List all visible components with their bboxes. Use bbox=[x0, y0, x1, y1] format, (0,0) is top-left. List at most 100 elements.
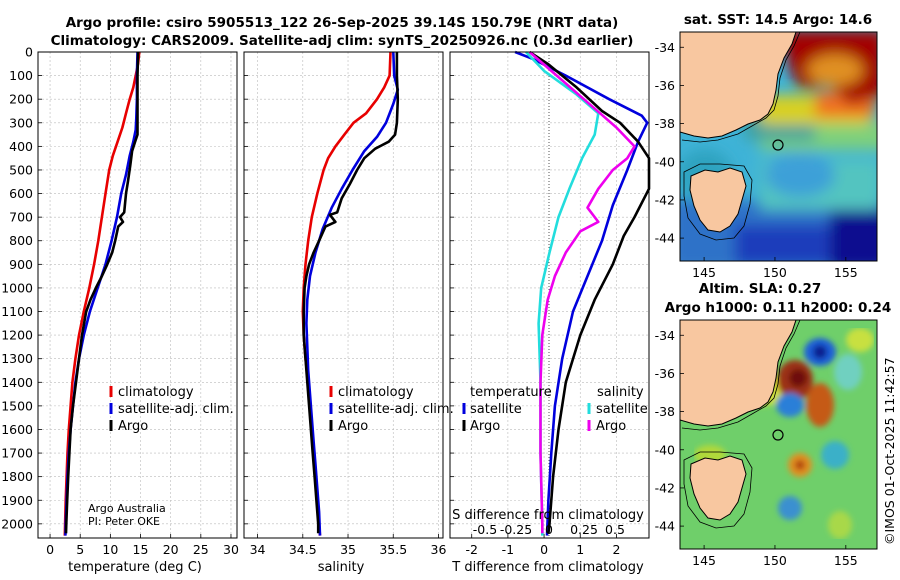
salinity-axes-box bbox=[243, 51, 444, 539]
legend-argo-label: Argo bbox=[118, 419, 148, 434]
sla-field bbox=[680, 320, 877, 549]
legend-temperature-title: temperature bbox=[470, 385, 552, 400]
difference-axes-box bbox=[449, 51, 650, 539]
legend-climatology-label: climatology bbox=[338, 385, 414, 400]
x-tick-label: 35 bbox=[340, 542, 356, 557]
series-satellite-adj-clim- bbox=[305, 51, 400, 536]
salinity-panel: 34 34.5 35 35.5 36 salinity climatology sate… bbox=[243, 51, 454, 575]
lat-tick-label: -42 bbox=[655, 192, 675, 207]
sla-map-box bbox=[679, 319, 878, 550]
sdiff-tick: -0.25 bbox=[500, 522, 532, 537]
salinity-tick-labels: 34 34.5 35 35.5 36 bbox=[250, 542, 447, 557]
depth-tick-label: 1300 bbox=[1, 351, 33, 366]
depth-tick-label: 400 bbox=[9, 139, 33, 154]
lat-tick-label: -36 bbox=[655, 78, 675, 93]
salinity-xlabel: salinity bbox=[318, 560, 365, 575]
depth-tick-label: 1100 bbox=[1, 304, 33, 319]
x-tick-label: 15 bbox=[133, 542, 149, 557]
lat-tick-label: -38 bbox=[655, 116, 675, 131]
depth-tick-label: 1800 bbox=[1, 469, 33, 484]
temperature-legend: climatology satellite-adj. clim. Argo bbox=[109, 385, 234, 434]
sla-map-title-line1: Altim. SLA: 0.27 bbox=[699, 281, 821, 297]
depth-tick-label: 1700 bbox=[1, 446, 33, 461]
sdiff-tick: 0.5 bbox=[605, 522, 625, 537]
depth-tick-label: 1200 bbox=[1, 328, 33, 343]
x-tick-label: 34 bbox=[250, 542, 266, 557]
tdiff-tick-labels: -2 -1 0 1 2 bbox=[465, 542, 620, 557]
sdiff-tick: 0 bbox=[545, 522, 553, 537]
depth-tick-label: 0 bbox=[25, 45, 33, 60]
sst-map-title: sat. SST: 14.5 Argo: 14.6 bbox=[684, 12, 872, 28]
difference-legend: temperature satellite Argo salinity sate… bbox=[462, 385, 648, 434]
credit-line2: PI: Peter OKE bbox=[88, 515, 160, 528]
series-s-argo bbox=[528, 51, 636, 534]
x-tick-label: 2 bbox=[612, 542, 620, 557]
legend-s-argo-label: Argo bbox=[596, 419, 626, 434]
temperature-panel: 0100200300400500600700800900100011001200… bbox=[1, 45, 239, 576]
sst-field bbox=[680, 32, 877, 261]
difference-panel: -2 -1 0 1 2 T difference from climatology S … bbox=[449, 50, 651, 575]
sdiff-tick: 0.25 bbox=[570, 522, 598, 537]
credit-line1: Argo Australia bbox=[88, 502, 166, 515]
lat-tick-label: -38 bbox=[655, 404, 675, 419]
depth-tick-label: 2000 bbox=[1, 516, 33, 531]
x-tick-label: 34.5 bbox=[289, 542, 317, 557]
temperature-tick-labels: 0 5 10 15 20 25 30 bbox=[46, 542, 239, 557]
x-tick-label: 5 bbox=[76, 542, 84, 557]
depth-tick-label: 200 bbox=[9, 92, 33, 107]
difference-grid bbox=[450, 51, 649, 538]
depth-tick-label: 700 bbox=[9, 210, 33, 225]
lon-tick-label: 155 bbox=[834, 553, 858, 568]
salinity-grid bbox=[244, 51, 443, 538]
x-tick-label: -1 bbox=[502, 542, 514, 557]
salinity-series bbox=[301, 51, 400, 536]
legend-climatology-label: climatology bbox=[118, 385, 194, 400]
x-tick-label: 25 bbox=[193, 542, 209, 557]
sst-map: sat. SST: 14.5 Argo: 14.6 bbox=[655, 12, 878, 280]
depth-tick-label: 800 bbox=[9, 233, 33, 248]
depth-tick-label: 100 bbox=[9, 68, 33, 83]
series-argo bbox=[302, 52, 400, 534]
temperature-series bbox=[63, 51, 141, 536]
lat-tick-label: -34 bbox=[655, 328, 675, 343]
x-tick-label: -2 bbox=[465, 542, 477, 557]
legend-salinity-title: salinity bbox=[597, 385, 644, 400]
depth-tick-labels: 0 100 200 300 400 500 600 700 800 900 1000 1100 1200… bbox=[1, 45, 33, 532]
sdiff-xlabel: S difference from climatology bbox=[452, 508, 644, 523]
figure-title-line2: Climatology: CARS2009. Satellite-adj cli… bbox=[51, 33, 634, 49]
tdiff-xlabel: T difference from climatology bbox=[451, 560, 644, 575]
sla-map-title-line2: Argo h1000: 0.11 h2000: 0.24 bbox=[665, 300, 892, 316]
series-climatology bbox=[63, 51, 141, 536]
lat-tick-label: -42 bbox=[655, 480, 675, 495]
lat-tick-label: -34 bbox=[655, 40, 675, 55]
lat-tick-label: -40 bbox=[655, 442, 675, 457]
x-tick-label: 30 bbox=[223, 542, 239, 557]
lon-tick-label: 150 bbox=[763, 265, 787, 280]
depth-tick-label: 900 bbox=[9, 257, 33, 272]
copyright-timestamp: ©IMOS 01-Oct-2025 11:42:57 bbox=[882, 357, 897, 545]
depth-tick-label: 1500 bbox=[1, 398, 33, 413]
lat-tick-label: -40 bbox=[655, 154, 675, 169]
legend-t-argo-label: Argo bbox=[470, 419, 500, 434]
x-tick-label: 1 bbox=[576, 542, 584, 557]
sla-map-ticks: 145 150 155 -34 -36 -38 -40 -42 -44 bbox=[655, 328, 858, 568]
series-satellite-adj-clim- bbox=[64, 51, 139, 536]
legend-s-satellite-label: satellite bbox=[596, 402, 648, 417]
x-tick-label: 0 bbox=[540, 542, 548, 557]
x-tick-label: 35.5 bbox=[379, 542, 407, 557]
figure-title-line1: Argo profile: csiro 5905513_122 26-Sep-2… bbox=[66, 15, 619, 31]
difference-series bbox=[514, 50, 651, 536]
lat-tick-label: -44 bbox=[655, 231, 675, 246]
x-tick-label: 20 bbox=[163, 542, 179, 557]
argo-float-marker bbox=[772, 139, 784, 151]
depth-tick-label: 500 bbox=[9, 162, 33, 177]
depth-tick-label: 1400 bbox=[1, 375, 33, 390]
series-s-satellite bbox=[525, 51, 600, 536]
salinity-legend: climatology satellite-adj. clim. Argo bbox=[329, 385, 454, 434]
lat-tick-label: -36 bbox=[655, 366, 675, 381]
lon-tick-label: 150 bbox=[763, 553, 787, 568]
x-tick-label: 36 bbox=[431, 542, 447, 557]
temperature-xlabel: temperature (deg C) bbox=[68, 560, 202, 575]
legend-satellite-label: satellite-adj. clim. bbox=[118, 402, 234, 417]
